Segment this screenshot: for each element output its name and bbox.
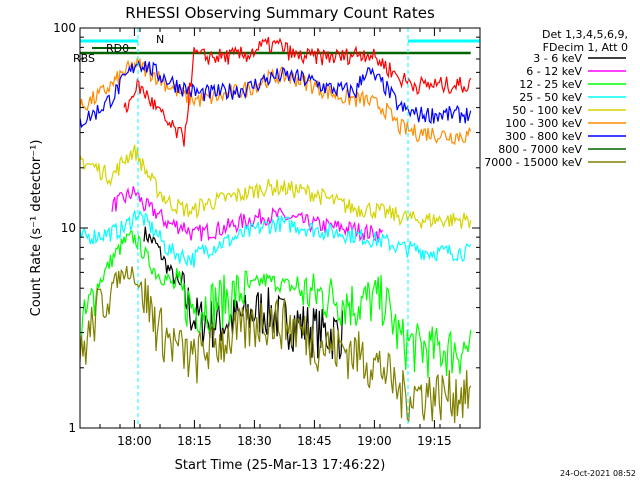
rd0-label: RD0 bbox=[106, 42, 129, 55]
series-line-4 bbox=[79, 144, 472, 229]
y-tick-label: 1 bbox=[68, 421, 76, 435]
series-line-6 bbox=[79, 60, 472, 129]
chart-title: RHESSI Observing Summary Count Rates bbox=[125, 4, 435, 22]
series-line-8 bbox=[79, 266, 472, 424]
rbs-label: RBS bbox=[73, 52, 95, 65]
series-line-9 bbox=[123, 36, 472, 147]
legend-label-6: 300 - 800 keV bbox=[505, 130, 582, 143]
legend-header-line-1: Det 1,3,4,5,6,9, bbox=[542, 28, 628, 41]
legend: Det 1,3,4,5,6,9, FDecim 1, Att 0 3 - 6 k… bbox=[484, 28, 628, 169]
legend-label-2: 12 - 25 keV bbox=[519, 78, 582, 91]
chart-marks bbox=[79, 28, 481, 428]
legend-label-1: 6 - 12 keV bbox=[526, 65, 582, 78]
x-axis-ticks: 18:00 18:15 18:30 18:45 19:00 19:15 bbox=[79, 28, 481, 448]
series-line-2 bbox=[79, 230, 472, 378]
legend-label-5: 100 - 300 keV bbox=[505, 117, 582, 130]
legend-label-3: 25 - 50 keV bbox=[519, 91, 582, 104]
legend-label-7: 800 - 7000 keV bbox=[498, 143, 582, 156]
x-tick-label: 19:00 bbox=[357, 434, 392, 448]
legend-label-0: 3 - 6 keV bbox=[533, 52, 582, 65]
series-line-3 bbox=[79, 209, 472, 268]
y-axis-ticks: 1 10 100 bbox=[53, 21, 480, 435]
y-tick-label: 100 bbox=[53, 21, 76, 35]
y-tick-label: 10 bbox=[61, 221, 76, 235]
x-axis-label: Start Time (25-Mar-13 17:46:22) bbox=[175, 458, 386, 473]
x-tick-label: 18:00 bbox=[117, 434, 152, 448]
y-axis-label: Count Rate (s⁻¹ detector⁻¹) bbox=[29, 140, 44, 317]
x-tick-label: 18:45 bbox=[297, 434, 332, 448]
legend-header-line-2: FDecim 1, Att 0 bbox=[543, 41, 628, 54]
series-line-5 bbox=[79, 57, 472, 146]
series-line-1 bbox=[111, 186, 384, 243]
x-tick-label: 18:30 bbox=[237, 434, 272, 448]
attenuator-flag-label: N bbox=[156, 33, 164, 46]
legend-label-4: 50 - 100 keV bbox=[512, 104, 582, 117]
x-tick-label: 19:15 bbox=[417, 434, 452, 448]
x-tick-label: 18:15 bbox=[177, 434, 212, 448]
legend-label-8: 7000 - 15000 keV bbox=[484, 156, 582, 169]
footer-timestamp: 24-Oct-2021 08:52 bbox=[560, 469, 636, 478]
